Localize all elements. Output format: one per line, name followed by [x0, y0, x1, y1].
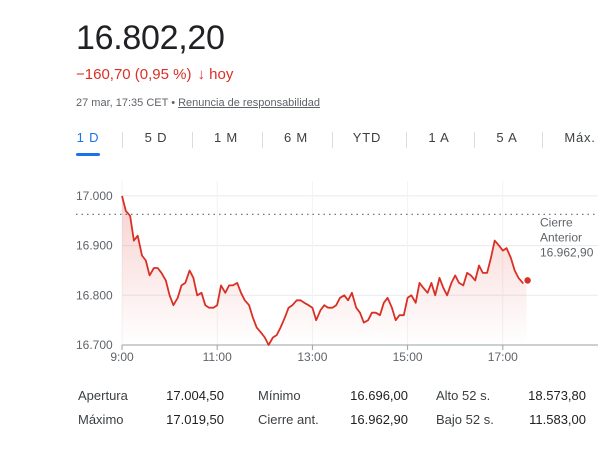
previous-close-label: Cierre Anterior 16.962,90 [540, 215, 594, 259]
x-tick-label: 9:00 [110, 350, 134, 364]
arrow-down-icon: ↓ [197, 66, 206, 83]
tab-6m[interactable]: 6 M [283, 130, 309, 145]
y-tick-label: 17.000 [76, 189, 113, 203]
stat-label: Alto 52 s. [436, 388, 491, 403]
stat-label: Bajo 52 s. [436, 412, 494, 427]
x-tick-label: 15:00 [393, 350, 423, 364]
price-area-fill [122, 195, 527, 345]
x-tick-label: 11:00 [203, 350, 232, 364]
tab-max[interactable]: Máx. [564, 130, 596, 145]
tab-divider [474, 132, 475, 148]
stat-label: Apertura [78, 388, 128, 403]
tab-divider [406, 132, 407, 148]
disclaimer-link[interactable]: Renuncia de responsabilidad [178, 97, 320, 109]
y-tick-label: 16.700 [76, 338, 113, 352]
tab-ytd[interactable]: YTD [352, 130, 382, 145]
tab-divider [122, 132, 123, 148]
change-indicator: ↓ hoy [198, 66, 234, 84]
tab-5d[interactable]: 5 D [144, 130, 168, 145]
y-tick-label: 16.900 [76, 239, 113, 253]
time-range-tabs: 1 D 5 D 1 M 6 M YTD 1 A 5 A Máx. [76, 122, 600, 156]
change-period: hoy [209, 66, 234, 83]
price-line [121, 195, 528, 346]
stat-value: 11.583,00 [529, 412, 586, 427]
stat-value: 17.019,50 [166, 412, 224, 427]
stat-value: 17.004,50 [166, 388, 224, 403]
previous-close-label-line: Cierre [540, 215, 573, 229]
stat-label: Mínimo [258, 388, 301, 403]
meta-separator: • [171, 97, 176, 109]
stat-value: 16.696,00 [350, 388, 408, 403]
tab-1d[interactable]: 1 D [76, 122, 100, 156]
timestamp: 27 mar, 17:35 CET [76, 97, 169, 109]
tab-divider [192, 132, 193, 148]
previous-close-label-line: Anterior [540, 230, 582, 244]
quote-meta: 27 mar, 17:35 CET • Renuncia de responsa… [76, 96, 320, 110]
stat-value: 18.573,80 [528, 388, 586, 403]
previous-close-label-line: 16.962,90 [540, 245, 594, 259]
x-tick-label: 13:00 [297, 350, 327, 364]
stat-value: 16.962,90 [350, 412, 408, 427]
stat-label: Máximo [78, 412, 124, 427]
change-value: −160,70 (0,95 %) [76, 66, 192, 83]
x-tick-label: 17:00 [488, 350, 518, 364]
price-change: −160,70 (0,95 %) ↓ hoy [76, 66, 233, 84]
last-price-dot [522, 275, 533, 286]
tab-5a[interactable]: 5 A [496, 130, 518, 145]
tab-divider [262, 132, 263, 148]
tab-1m[interactable]: 1 M [213, 130, 239, 145]
y-tick-label: 16.800 [76, 288, 113, 302]
current-price: 16.802,20 [76, 19, 225, 57]
tab-divider [542, 132, 543, 148]
tab-1a[interactable]: 1 A [428, 130, 450, 145]
stat-label: Cierre ant. [258, 412, 319, 427]
tab-divider [332, 132, 333, 148]
